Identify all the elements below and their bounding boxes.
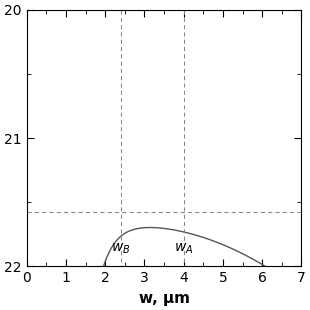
Text: $w_B$: $w_B$ bbox=[111, 242, 131, 256]
X-axis label: w, μm: w, μm bbox=[139, 291, 189, 306]
Text: $w_A$: $w_A$ bbox=[174, 242, 193, 256]
